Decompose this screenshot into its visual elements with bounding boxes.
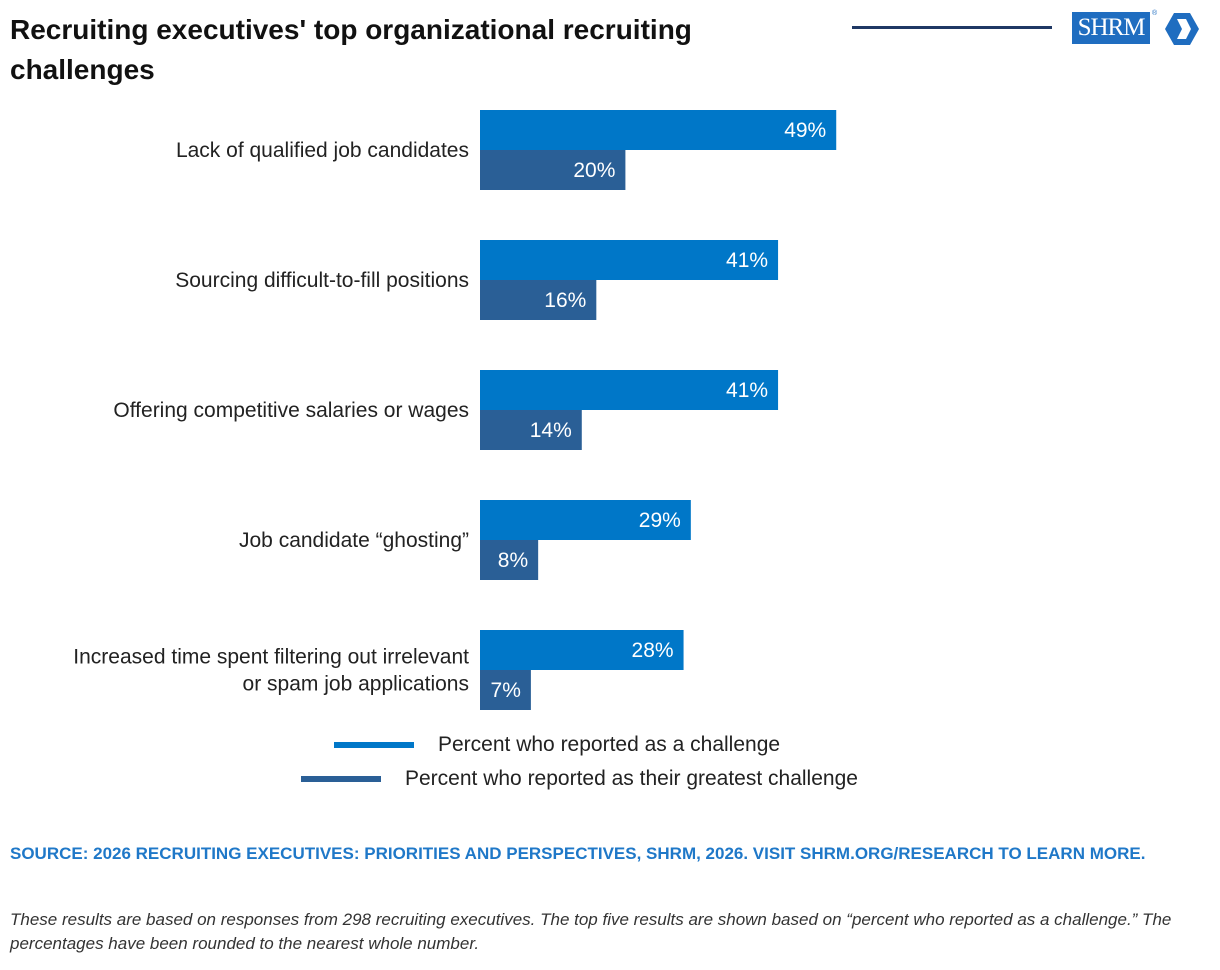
legend-label-challenge: Percent who reported as a challenge (438, 733, 781, 756)
bar-greatest (480, 670, 531, 710)
bar-challenge (480, 500, 691, 540)
category-label: Lack of qualified job candidates (176, 139, 469, 162)
data-label-challenge: 41% (726, 249, 768, 272)
footnote-text: These results are based on responses fro… (10, 910, 1172, 953)
data-label-greatest: 7% (491, 679, 521, 702)
data-label-challenge: 28% (632, 639, 674, 662)
data-label-greatest: 20% (573, 159, 615, 182)
category-label: Offering competitive salaries or wages (113, 399, 469, 422)
chart-legend: Percent who reported as a challenge Perc… (0, 730, 1220, 800)
category-label: Increased time spent filtering out irrel… (73, 646, 469, 669)
category-label: Sourcing difficult-to-fill positions (175, 269, 469, 292)
shrm-logo-text: SHRM (1077, 14, 1146, 41)
legend-swatch-greatest (301, 776, 381, 782)
data-label-greatest: 14% (530, 419, 572, 442)
legend-swatch-challenge (334, 742, 414, 748)
data-label-greatest: 16% (544, 289, 586, 312)
data-label-challenge: 29% (639, 509, 681, 532)
category-label: Job candidate “ghosting” (239, 529, 469, 552)
shrm-logo[interactable]: SHRM ® (1072, 10, 1204, 46)
shrm-logo-box (1072, 12, 1150, 44)
bar-challenge (480, 370, 779, 410)
data-label-challenge: 41% (726, 379, 768, 402)
bar-challenge (480, 110, 837, 150)
shrm-logo-registered-mark: ® (1152, 10, 1158, 17)
bar-greatest (480, 540, 539, 580)
category-label: or spam job applications (243, 673, 469, 696)
shrm-chevron-logo-icon (1165, 13, 1199, 45)
chart-title: Recruiting executives' top organizationa… (10, 14, 692, 85)
bar-chart: Lack of qualified job candidates 49% 20% So… (73, 110, 837, 710)
bar-greatest (480, 280, 597, 320)
bar-challenge (480, 240, 779, 280)
header-rule (852, 26, 1052, 29)
bar-greatest (480, 410, 582, 450)
source-text: SOURCE: 2026 RECRUITING EXECUTIVES: PRIO… (10, 844, 1146, 863)
bar-challenge (480, 630, 684, 670)
bar-greatest (480, 150, 626, 190)
legend-label-greatest: Percent who reported as their greatest c… (405, 767, 858, 790)
data-label-challenge: 49% (784, 119, 826, 142)
data-label-greatest: 8% (498, 549, 528, 572)
